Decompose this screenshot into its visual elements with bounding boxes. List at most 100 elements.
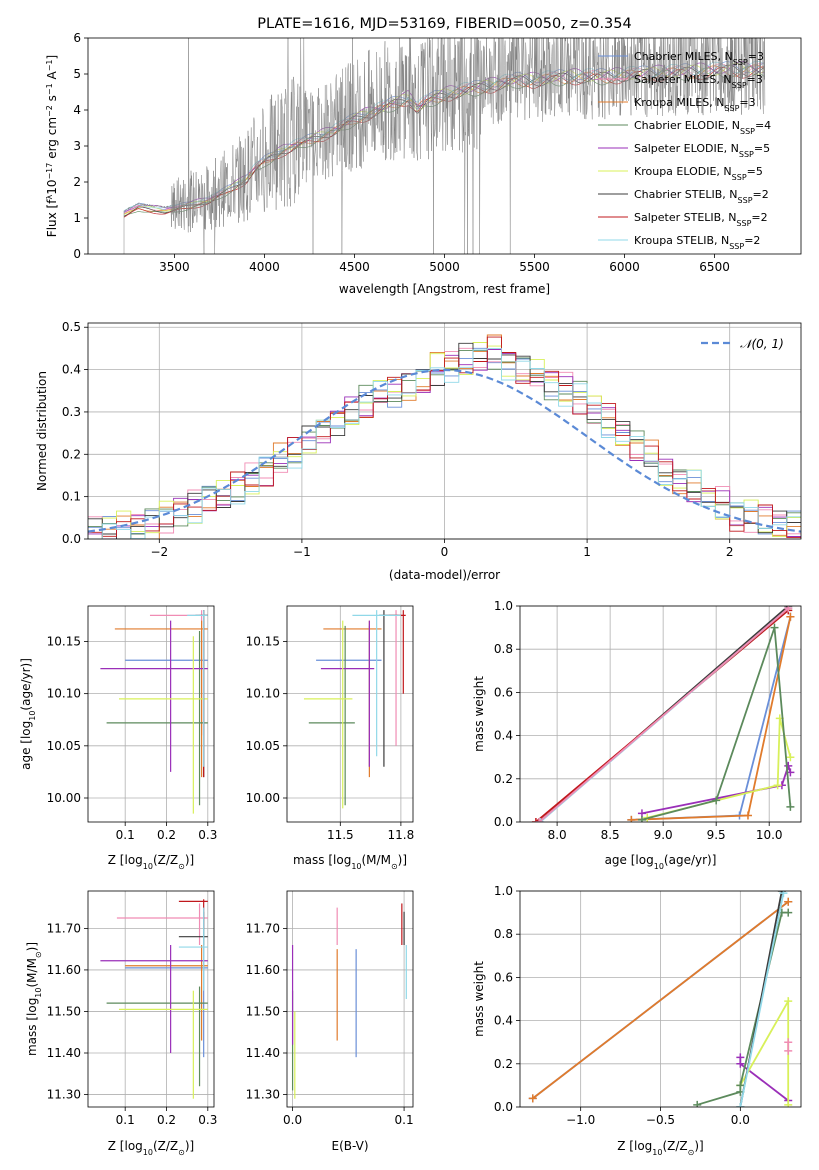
legend-sub: SSP — [732, 81, 747, 90]
label-part: (Z/Z — [153, 853, 178, 867]
y-axis-label: mass weight — [472, 676, 486, 752]
label-part: Z [log — [617, 1139, 652, 1153]
x-tick-label: 4500 — [339, 260, 370, 274]
x-tick-label: 1 — [583, 545, 591, 559]
legend-text: Kroupa ELODIE, N — [634, 165, 732, 178]
label-part: Flux [f — [45, 199, 59, 237]
series-line — [739, 893, 785, 1107]
axes-weight-vs-age: 8.0 8.5 9.0 9.5 10.0 0.0 0.2 0.4 0.6 0.8 1.0 age [l… — [472, 599, 802, 871]
x-tick-label: 0.1 — [116, 1113, 135, 1127]
legend-sub: SSP — [739, 150, 754, 159]
series-marker — [536, 818, 545, 822]
y-tick-label: 4 — [73, 103, 81, 117]
y-tick-label: 0.3 — [62, 405, 81, 419]
legend-text: Kroupa MILES, N — [634, 96, 724, 109]
axes-frame — [519, 890, 802, 1108]
x-tick-label: 5000 — [429, 260, 460, 274]
label-part: −1 — [45, 83, 54, 95]
series-marker — [784, 997, 793, 1006]
y-tick-label: 11.40 — [47, 1046, 81, 1060]
legend-sub: SSP — [729, 242, 744, 251]
y-tick-label: 0.0 — [494, 815, 513, 829]
x-tick-label: 2 — [726, 545, 734, 559]
label-part: )] — [25, 942, 39, 951]
plot-area — [88, 334, 801, 539]
x-axis-label: (data-model)/error — [389, 568, 500, 582]
x-tick-label: 6500 — [699, 260, 730, 274]
series-marker — [784, 1038, 793, 1047]
y-axis-label: age [log10(age/yr)] — [19, 658, 37, 770]
model-line — [123, 62, 765, 215]
legend-entry: Kroupa ELODIE, NSSP=5 — [634, 165, 763, 182]
axes-mass-vs-ebv: 0.0 0.1 11.30 11.40 11.50 11.60 11.70 E(B-V) — [246, 890, 414, 1153]
axes-frame — [87, 37, 802, 255]
axes-mass-vs-z: 0.1 0.2 0.3 11.30 11.40 11.50 11.60 11.70 Z [log… — [25, 890, 217, 1157]
y-tick-label: 11.60 — [246, 963, 280, 977]
label-part: s — [45, 95, 59, 105]
label-part: 10 — [143, 1148, 153, 1157]
series-marker — [637, 815, 646, 822]
y-axis-label: Normed distribution — [35, 371, 49, 491]
label-part: erg cm — [45, 117, 59, 163]
y-tick-label: 0.2 — [494, 1057, 513, 1071]
legend-text: Chabrier ELODIE, N — [634, 119, 740, 132]
legend-entry: 𝒩(0, 1) — [740, 337, 784, 351]
label-part: 10 — [652, 1148, 662, 1157]
series-marker — [736, 1059, 745, 1068]
label-part: 10 — [45, 180, 59, 195]
legend-sub: SSP — [724, 104, 739, 113]
x-tick-label: 8.5 — [601, 828, 620, 842]
y-tick-label: 0.6 — [494, 970, 513, 984]
y-tick-label: 3 — [73, 139, 81, 153]
label-part: −1 — [45, 59, 54, 71]
series-marker — [531, 818, 540, 822]
y-tick-label: 0.4 — [494, 1014, 513, 1028]
legend-entry: Kroupa MILES, NSSP=3 — [634, 96, 756, 113]
x-tick-label: 3500 — [159, 260, 190, 274]
series-marker — [736, 1081, 745, 1090]
plot-area — [528, 891, 793, 1107]
y-tick-label: 0.8 — [494, 642, 513, 656]
legend-text: =5 — [747, 165, 763, 178]
series-marker — [712, 796, 721, 805]
y-tick-label: 10.15 — [246, 634, 280, 648]
y-tick-label: 0.5 — [62, 320, 81, 334]
label-part: 10 — [34, 987, 43, 997]
series-marker — [779, 891, 788, 898]
y-tick-label: 11.30 — [47, 1088, 81, 1102]
y-tick-label: 6 — [73, 31, 81, 45]
legend-text: =3 — [748, 50, 764, 63]
legend-text: =2 — [751, 211, 767, 224]
series-marker — [784, 1100, 793, 1107]
label-part: ⊙ — [34, 951, 43, 958]
legend-text: Salpeter MILES, N — [634, 73, 732, 86]
x-tick-label: 4000 — [249, 260, 280, 274]
axes-age-vs-mass: 11.5 11.8 10.00 10.05 10.10 10.15 mass [log10(… — [246, 605, 414, 871]
axes-frame — [286, 605, 414, 823]
y-tick-label: 10.10 — [246, 687, 280, 701]
legend-entry: Chabrier STELIB, NSSP=2 — [634, 188, 769, 205]
axes-frame — [87, 322, 802, 540]
y-axis-label: mass weight — [472, 961, 486, 1037]
label-part: (Z/Z — [662, 1139, 687, 1153]
series-marker — [743, 811, 752, 820]
label-part: (Z/Z — [153, 1139, 178, 1153]
label-part: Z [log — [108, 1139, 143, 1153]
x-tick-label: 11.5 — [327, 828, 354, 842]
x-tick-label: 0.1 — [116, 828, 135, 842]
label-part: 10 — [351, 862, 361, 871]
axes-frame — [286, 890, 414, 1108]
legend-text: =5 — [754, 142, 770, 155]
y-tick-label: 10.05 — [246, 739, 280, 753]
y-tick-label: 1.0 — [494, 599, 513, 613]
x-tick-label: 9.0 — [654, 828, 673, 842]
gaussian-curve — [88, 368, 801, 533]
label-part: )] — [185, 1139, 194, 1153]
label-part: λ — [45, 195, 54, 200]
legend-entry: Chabrier ELODIE, NSSP=4 — [634, 119, 771, 136]
axes-frame — [87, 890, 215, 1108]
axes-weight-vs-z: −1.0 −0.5 0.0 0.0 0.2 0.4 0.6 0.8 1.0 Z [log10(Z/… — [472, 884, 802, 1157]
series-marker — [786, 612, 795, 621]
y-tick-label: 11.50 — [47, 1004, 81, 1018]
